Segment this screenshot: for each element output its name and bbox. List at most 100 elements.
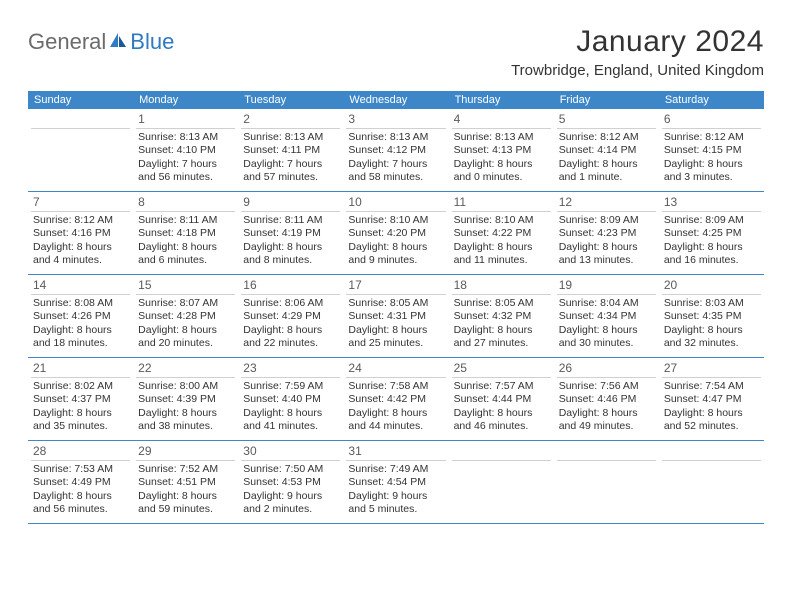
day-detail-line: and 3 minutes. [664,171,759,184]
weekday-header: Tuesday [238,91,343,109]
day-detail-line: Sunset: 4:20 PM [348,227,443,240]
day-number: 16 [241,277,340,295]
day-detail-line: Daylight: 8 hours [138,324,233,337]
day-cell: 13Sunrise: 8:09 AMSunset: 4:25 PMDayligh… [659,192,764,274]
day-detail-line: Sunset: 4:54 PM [348,476,443,489]
day-cell: 4Sunrise: 8:13 AMSunset: 4:13 PMDaylight… [449,109,554,191]
day-detail-line: Sunrise: 7:50 AM [243,463,338,476]
day-detail-line: Sunrise: 7:59 AM [243,380,338,393]
day-detail-line: Daylight: 9 hours [243,490,338,503]
day-detail-line: and 13 minutes. [559,254,654,267]
day-detail-line: and 46 minutes. [454,420,549,433]
day-detail-line: Daylight: 8 hours [33,241,128,254]
day-detail-line: and 4 minutes. [33,254,128,267]
day-details: Sunrise: 8:12 AMSunset: 4:16 PMDaylight:… [31,214,130,268]
day-detail-line: Sunrise: 7:56 AM [559,380,654,393]
day-details: Sunrise: 8:13 AMSunset: 4:12 PMDaylight:… [346,131,445,185]
day-detail-line: Sunrise: 8:09 AM [559,214,654,227]
day-number: . [452,443,551,461]
calendar: SundayMondayTuesdayWednesdayThursdayFrid… [28,91,764,524]
day-number: 17 [346,277,445,295]
day-cell: 12Sunrise: 8:09 AMSunset: 4:23 PMDayligh… [554,192,659,274]
day-detail-line: Sunrise: 7:53 AM [33,463,128,476]
day-details: Sunrise: 8:07 AMSunset: 4:28 PMDaylight:… [136,297,235,351]
day-details: Sunrise: 8:05 AMSunset: 4:31 PMDaylight:… [346,297,445,351]
day-detail-line: Sunrise: 8:05 AM [454,297,549,310]
day-detail-line: and 52 minutes. [664,420,759,433]
day-detail-line: and 8 minutes. [243,254,338,267]
day-number: . [31,111,130,129]
day-detail-line: Daylight: 8 hours [243,241,338,254]
day-detail-line: Daylight: 8 hours [138,241,233,254]
day-detail-line: Sunset: 4:11 PM [243,144,338,157]
day-detail-line: Sunset: 4:39 PM [138,393,233,406]
day-detail-line: Sunrise: 8:12 AM [664,131,759,144]
day-details: Sunrise: 8:05 AMSunset: 4:32 PMDaylight:… [452,297,551,351]
day-number: 30 [241,443,340,461]
day-number: 2 [241,111,340,129]
day-detail-line: Daylight: 8 hours [559,158,654,171]
day-number: 18 [452,277,551,295]
day-detail-line: and 59 minutes. [138,503,233,516]
weekday-header: Wednesday [343,91,448,109]
day-detail-line: Sunset: 4:13 PM [454,144,549,157]
day-detail-line: Daylight: 8 hours [33,407,128,420]
day-cell: 17 Sunrise: 8:05 AMSunset: 4:31 PMDayligh… [343,275,448,357]
day-detail-line: and 11 minutes. [454,254,549,267]
day-detail-line: Sunrise: 8:02 AM [33,380,128,393]
day-cell: 29Sunrise: 7:52 AMSunset: 4:51 PMDayligh… [133,441,238,523]
day-detail-line: Sunrise: 7:54 AM [664,380,759,393]
day-cell: . [554,441,659,523]
day-detail-line: Sunset: 4:15 PM [664,144,759,157]
day-cell: 27Sunrise: 7:54 AMSunset: 4:47 PMDayligh… [659,358,764,440]
day-detail-line: Sunset: 4:40 PM [243,393,338,406]
day-cell: 20Sunrise: 8:03 AMSunset: 4:35 PMDayligh… [659,275,764,357]
day-detail-line: and 9 minutes. [348,254,443,267]
day-number: 31 [346,443,445,461]
day-detail-line: Daylight: 8 hours [454,407,549,420]
day-detail-line: Daylight: 8 hours [454,158,549,171]
day-detail-line: Sunset: 4:19 PM [243,227,338,240]
day-details: Sunrise: 8:06 AMSunset: 4:29 PMDaylight:… [241,297,340,351]
day-details: Sunrise: 8:11 AMSunset: 4:19 PMDaylight:… [241,214,340,268]
day-detail-line: Daylight: 8 hours [454,324,549,337]
day-details: Sunrise: 8:10 AMSunset: 4:20 PMDaylight:… [346,214,445,268]
day-number: 8 [136,194,235,212]
day-number: 5 [557,111,656,129]
day-detail-line: Daylight: 9 hours [348,490,443,503]
day-details: Sunrise: 8:13 AMSunset: 4:10 PMDaylight:… [136,131,235,185]
day-number: 23 [241,360,340,378]
day-details: Sunrise: 7:59 AMSunset: 4:40 PMDaylight:… [241,380,340,434]
day-detail-line: Sunrise: 7:49 AM [348,463,443,476]
day-detail-line: Daylight: 8 hours [454,241,549,254]
day-detail-line: and 44 minutes. [348,420,443,433]
day-detail-line: Sunrise: 8:03 AM [664,297,759,310]
day-detail-line: Sunset: 4:22 PM [454,227,549,240]
day-detail-line: Sunset: 4:44 PM [454,393,549,406]
day-detail-line: Daylight: 8 hours [33,490,128,503]
day-number: 19 [557,277,656,295]
day-cell: 15Sunrise: 8:07 AMSunset: 4:28 PMDayligh… [133,275,238,357]
day-detail-line: Sunrise: 8:09 AM [664,214,759,227]
day-detail-line: Sunrise: 8:10 AM [348,214,443,227]
day-detail-line: and 25 minutes. [348,337,443,350]
day-detail-line: and 56 minutes. [138,171,233,184]
day-details: Sunrise: 8:13 AMSunset: 4:13 PMDaylight:… [452,131,551,185]
day-cell: 22Sunrise: 8:00 AMSunset: 4:39 PMDayligh… [133,358,238,440]
day-detail-line: and 49 minutes. [559,420,654,433]
day-details: Sunrise: 7:56 AMSunset: 4:46 PMDaylight:… [557,380,656,434]
day-detail-line: Daylight: 8 hours [664,407,759,420]
day-detail-line: and 1 minute. [559,171,654,184]
day-detail-line: and 22 minutes. [243,337,338,350]
day-number: 6 [662,111,761,129]
day-number: . [662,443,761,461]
week-row: .1Sunrise: 8:13 AMSunset: 4:10 PMDayligh… [28,109,764,192]
day-cell: 3Sunrise: 8:13 AMSunset: 4:12 PMDaylight… [343,109,448,191]
day-detail-line: Daylight: 8 hours [243,324,338,337]
day-detail-line: Sunrise: 8:00 AM [138,380,233,393]
day-details: Sunrise: 8:09 AMSunset: 4:25 PMDaylight:… [662,214,761,268]
day-detail-line: Sunset: 4:31 PM [348,310,443,323]
day-cell: . [659,441,764,523]
day-detail-line: Sunset: 4:12 PM [348,144,443,157]
day-detail-line: Sunset: 4:35 PM [664,310,759,323]
